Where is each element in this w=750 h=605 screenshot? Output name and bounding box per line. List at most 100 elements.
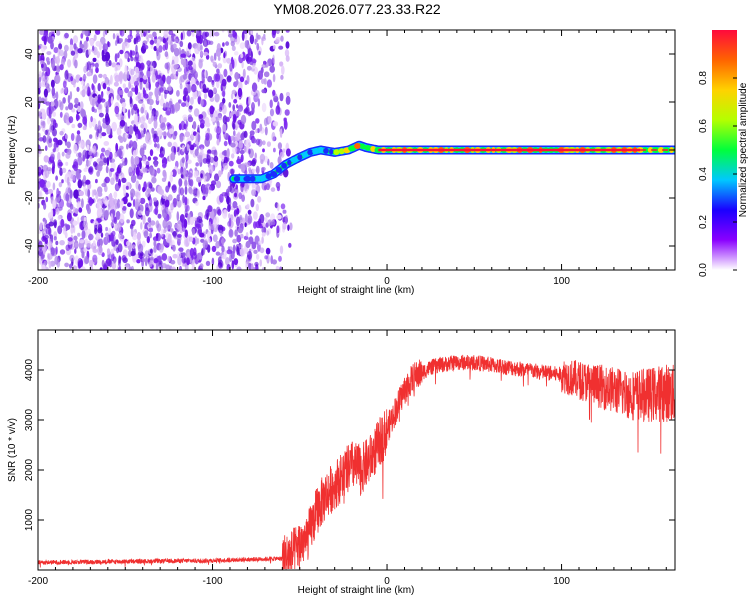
noise-speckle [254,261,259,267]
noise-speckle [57,151,61,162]
noise-speckle [162,169,167,178]
noise-speckle [140,130,144,138]
noise-speckle [148,139,152,145]
noise-speckle [156,74,162,79]
noise-speckle [128,143,132,149]
noise-speckle [152,197,158,202]
noise-speckle [79,221,83,230]
noise-speckle [129,96,133,105]
noise-speckle [83,217,87,222]
noise-speckle [96,170,100,177]
noise-speckle [192,188,199,197]
noise-speckle [221,78,227,87]
noise-speckle [226,249,233,255]
noise-speckle [266,230,270,236]
noise-speckle [179,213,185,223]
noise-speckle [52,111,56,117]
noise-speckle [219,229,223,237]
noise-speckle [195,201,199,206]
noise-speckle [128,166,133,177]
noise-speckle [97,227,103,234]
noise-speckle [166,75,172,85]
noise-speckle [93,108,97,113]
noise-speckle [216,126,222,136]
noise-speckle [272,73,276,83]
noise-speckle [104,199,109,207]
noise-speckle [139,116,146,124]
noise-speckle [251,241,257,250]
noise-speckle [103,141,110,146]
noise-speckle [251,64,256,69]
noise-speckle [176,90,180,97]
noise-speckle [121,177,127,183]
noise-speckle [230,168,234,176]
noise-speckle [126,143,129,150]
noise-speckle [70,50,76,56]
noise-speckle [214,173,220,182]
noise-speckle [163,30,169,39]
noise-speckle [85,36,89,42]
noise-speckle [252,168,256,173]
noise-speckle [204,175,207,180]
noise-speckle [116,35,120,44]
noise-speckle [195,162,199,167]
spectrogram-ytick-label: 20 [24,96,35,108]
noise-speckle [130,227,134,238]
noise-speckle [108,60,112,67]
noise-speckle [250,263,254,270]
noise-speckle [82,125,87,131]
noise-speckle [172,253,178,259]
noise-speckle [167,194,173,201]
noise-speckle [242,217,245,226]
noise-speckle [247,57,253,63]
noise-speckle [47,117,51,125]
noise-speckle [272,89,276,96]
noise-speckle [259,123,263,132]
noise-speckle [135,30,140,34]
noise-speckle [249,134,253,141]
noise-speckle [56,63,60,74]
noise-speckle [252,59,257,64]
noise-speckle [189,96,194,105]
noise-speckle [245,232,249,237]
spectrogram-ytick-label: 0 [24,147,35,153]
noise-speckle [86,71,92,77]
noise-speckle [151,110,155,117]
noise-speckle [43,202,47,210]
noise-speckle [127,109,131,119]
noise-speckle [244,40,249,49]
noise-speckle [226,148,230,159]
colorbar-gradient [712,30,737,270]
noise-speckle [73,82,76,88]
noise-speckle [208,185,214,191]
noise-speckle [53,231,57,239]
noise-speckle [186,50,190,58]
noise-speckle [102,43,109,52]
noise-speckle [69,91,73,100]
noise-speckle [184,229,188,238]
noise-speckle [147,30,151,34]
noise-speckle [237,119,242,125]
noise-speckle [115,210,121,220]
noise-speckle [205,260,211,266]
noise-speckle [93,161,98,168]
noise-speckle [116,222,122,232]
noise-speckle [100,232,104,238]
noise-speckle [109,168,115,172]
noise-speckle [261,36,267,41]
noise-speckle [68,116,74,124]
noise-speckle [279,245,284,255]
noise-speckle [176,194,180,202]
noise-speckle [276,225,280,234]
noise-speckle [221,90,226,97]
noise-speckle [140,222,143,230]
noise-speckle [228,135,231,145]
noise-speckle [115,239,119,246]
noise-speckle [98,73,103,78]
noise-speckle [240,154,244,163]
noise-speckle [148,196,153,207]
noise-speckle [193,108,200,117]
